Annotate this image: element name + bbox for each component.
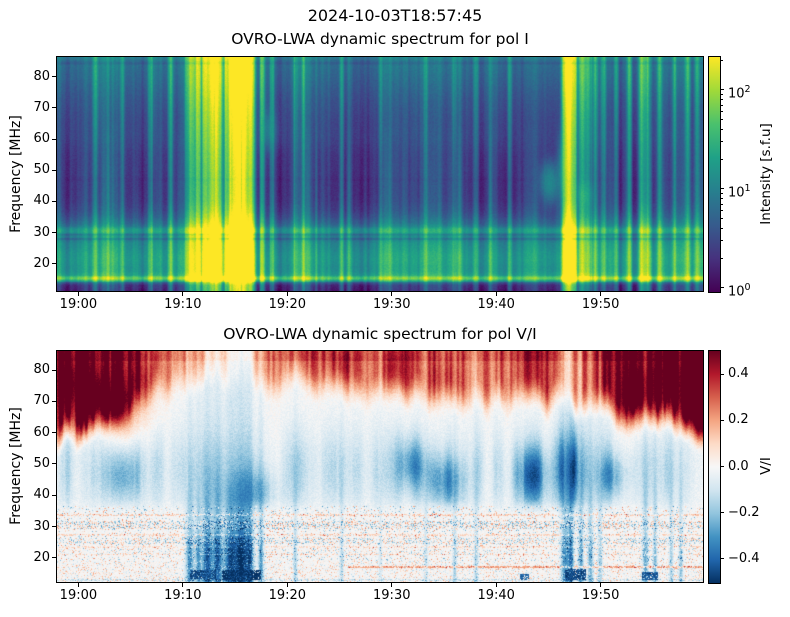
- y-tick-label: 80: [33, 68, 50, 84]
- colorbar-minor-tick: [720, 240, 723, 242]
- colorbar-minor-tick: [720, 119, 723, 121]
- colorbar-tick: [720, 188, 724, 190]
- x-tick-label: 19:00: [59, 588, 98, 603]
- x-tick-label: 19:50: [581, 297, 620, 312]
- panel1-title: OVRO-LWA dynamic spectrum for pol I: [231, 30, 529, 48]
- y-tick-label: 40: [33, 193, 50, 209]
- y-tick-label: 80: [33, 362, 50, 378]
- colorbar-minor-tick: [720, 104, 723, 106]
- panel2-title: OVRO-LWA dynamic spectrum for pol V/I: [223, 325, 537, 343]
- colorbar-minor-tick: [720, 98, 723, 100]
- x-tick: [182, 292, 184, 296]
- x-tick-label: 19:40: [477, 297, 515, 312]
- colorbar-tick: [720, 419, 724, 421]
- x-tick-label: 19:50: [581, 588, 620, 603]
- colorbar-minor-tick: [720, 227, 723, 229]
- x-tick-label: 19:20: [268, 588, 307, 603]
- panel1-spectrogram-canvas: [57, 57, 703, 291]
- y-tick: [52, 400, 56, 402]
- colorbar-minor-tick: [720, 192, 723, 194]
- y-tick-label: 60: [33, 424, 50, 440]
- colorbar-minor-tick: [720, 93, 723, 95]
- panel2-colorbar-label: V/I: [758, 457, 774, 475]
- x-tick: [600, 583, 602, 587]
- colorbar-tick: [720, 558, 724, 560]
- colorbar-tick: [720, 512, 724, 514]
- x-tick-label: 19:10: [164, 588, 202, 603]
- figure-suptitle: 2024-10-03T18:57:45: [307, 6, 483, 25]
- colorbar-tick-label: 0.0: [728, 458, 749, 474]
- y-tick-label: 50: [33, 162, 50, 178]
- x-tick: [77, 292, 79, 296]
- x-tick-label: 19:10: [164, 297, 202, 312]
- y-tick: [52, 463, 56, 465]
- y-tick: [52, 526, 56, 528]
- colorbar-minor-tick: [720, 59, 723, 61]
- x-tick: [495, 583, 497, 587]
- panel2-spectrogram-canvas: [57, 351, 703, 582]
- colorbar-tick: [720, 89, 724, 91]
- y-tick: [52, 263, 56, 265]
- colorbar-minor-tick: [720, 197, 723, 199]
- x-tick-label: 19:20: [268, 297, 307, 312]
- x-tick: [391, 292, 393, 296]
- y-tick: [52, 557, 56, 559]
- x-tick-label: 19:40: [477, 588, 515, 603]
- y-tick-label: 20: [33, 255, 50, 271]
- colorbar-tick: [720, 373, 724, 375]
- y-tick: [52, 369, 56, 371]
- colorbar-minor-tick: [720, 141, 723, 143]
- x-tick-label: 19:00: [59, 297, 98, 312]
- y-tick-label: 60: [33, 131, 50, 147]
- y-tick: [52, 76, 56, 78]
- y-tick-label: 70: [33, 99, 50, 115]
- panel1-colorbar: [708, 56, 721, 293]
- y-tick-label: 70: [33, 393, 50, 409]
- y-tick-label: 50: [33, 455, 50, 471]
- colorbar-tick-label: 101: [728, 182, 751, 201]
- y-tick: [52, 232, 56, 234]
- colorbar-tick-label: −0.4: [728, 550, 760, 566]
- x-tick: [286, 583, 288, 587]
- colorbar-tick-label: 102: [728, 83, 751, 102]
- y-tick-label: 30: [33, 518, 50, 534]
- panel1-plot-frame: [56, 56, 704, 292]
- colorbar-tick-label: −0.2: [728, 504, 760, 520]
- x-tick: [182, 583, 184, 587]
- y-tick: [52, 494, 56, 496]
- colorbar-minor-tick: [720, 203, 723, 205]
- y-tick: [52, 200, 56, 202]
- x-tick: [495, 292, 497, 296]
- y-tick-label: 20: [33, 549, 50, 565]
- colorbar-minor-tick: [720, 111, 723, 113]
- colorbar-tick-label: 100: [728, 281, 751, 300]
- x-tick: [391, 583, 393, 587]
- panel1-colorbar-label: Intensity [s.f.u]: [758, 123, 774, 225]
- panel2-plot-frame: [56, 350, 704, 583]
- x-tick: [286, 292, 288, 296]
- y-tick: [52, 138, 56, 140]
- panel2-colorbar: [708, 350, 721, 584]
- colorbar-tick: [720, 287, 724, 289]
- colorbar-tick: [720, 466, 724, 467]
- x-tick: [600, 292, 602, 296]
- y-tick: [52, 169, 56, 171]
- y-tick: [52, 432, 56, 434]
- x-tick-label: 19:30: [373, 588, 411, 603]
- colorbar-tick-label: 0.2: [728, 412, 749, 428]
- x-tick: [77, 583, 79, 587]
- colorbar-minor-tick: [720, 158, 723, 160]
- y-tick: [52, 107, 56, 109]
- y-tick-label: 30: [33, 224, 50, 240]
- colorbar-tick-label: 0.4: [728, 366, 749, 382]
- colorbar-minor-tick: [720, 218, 723, 220]
- y-tick-label: 40: [33, 487, 50, 503]
- colorbar-minor-tick: [720, 128, 723, 130]
- x-tick-label: 19:30: [373, 297, 411, 312]
- colorbar-minor-tick: [720, 210, 723, 212]
- colorbar-minor-tick: [720, 257, 723, 259]
